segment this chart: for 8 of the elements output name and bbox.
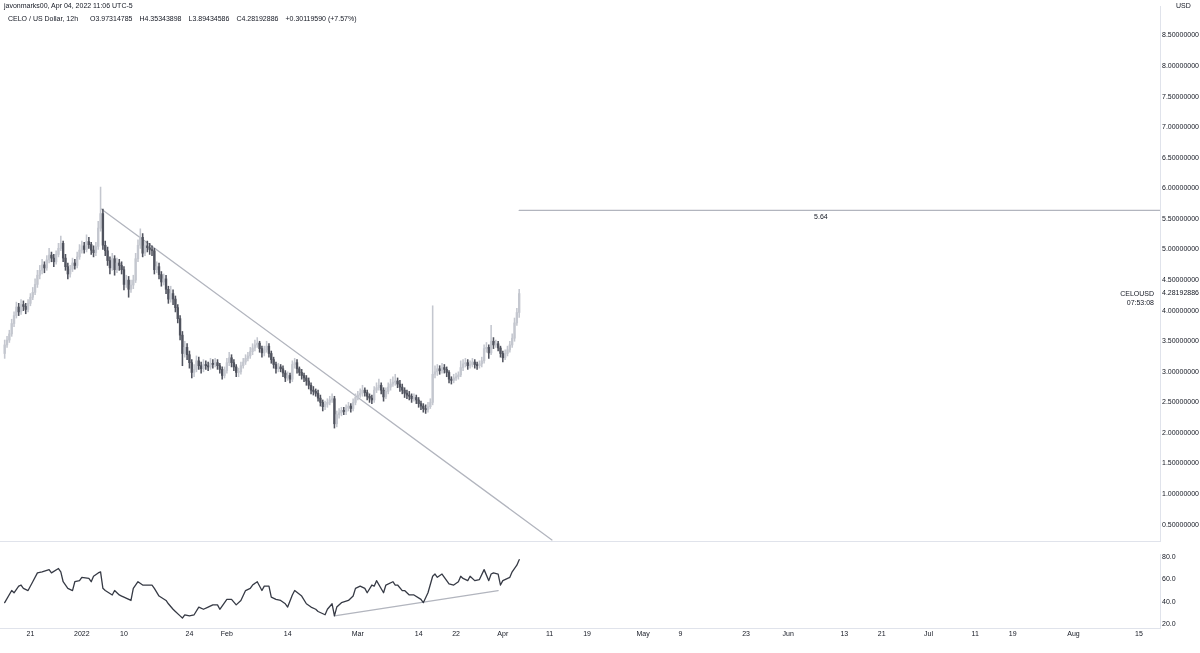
candlestick — [431, 305, 434, 406]
candlestick — [230, 354, 233, 368]
candlestick — [204, 360, 207, 370]
candlestick — [368, 393, 371, 403]
candlestick — [394, 373, 397, 386]
candlestick — [3, 339, 6, 359]
candlestick — [206, 361, 210, 371]
candlestick — [396, 377, 399, 389]
